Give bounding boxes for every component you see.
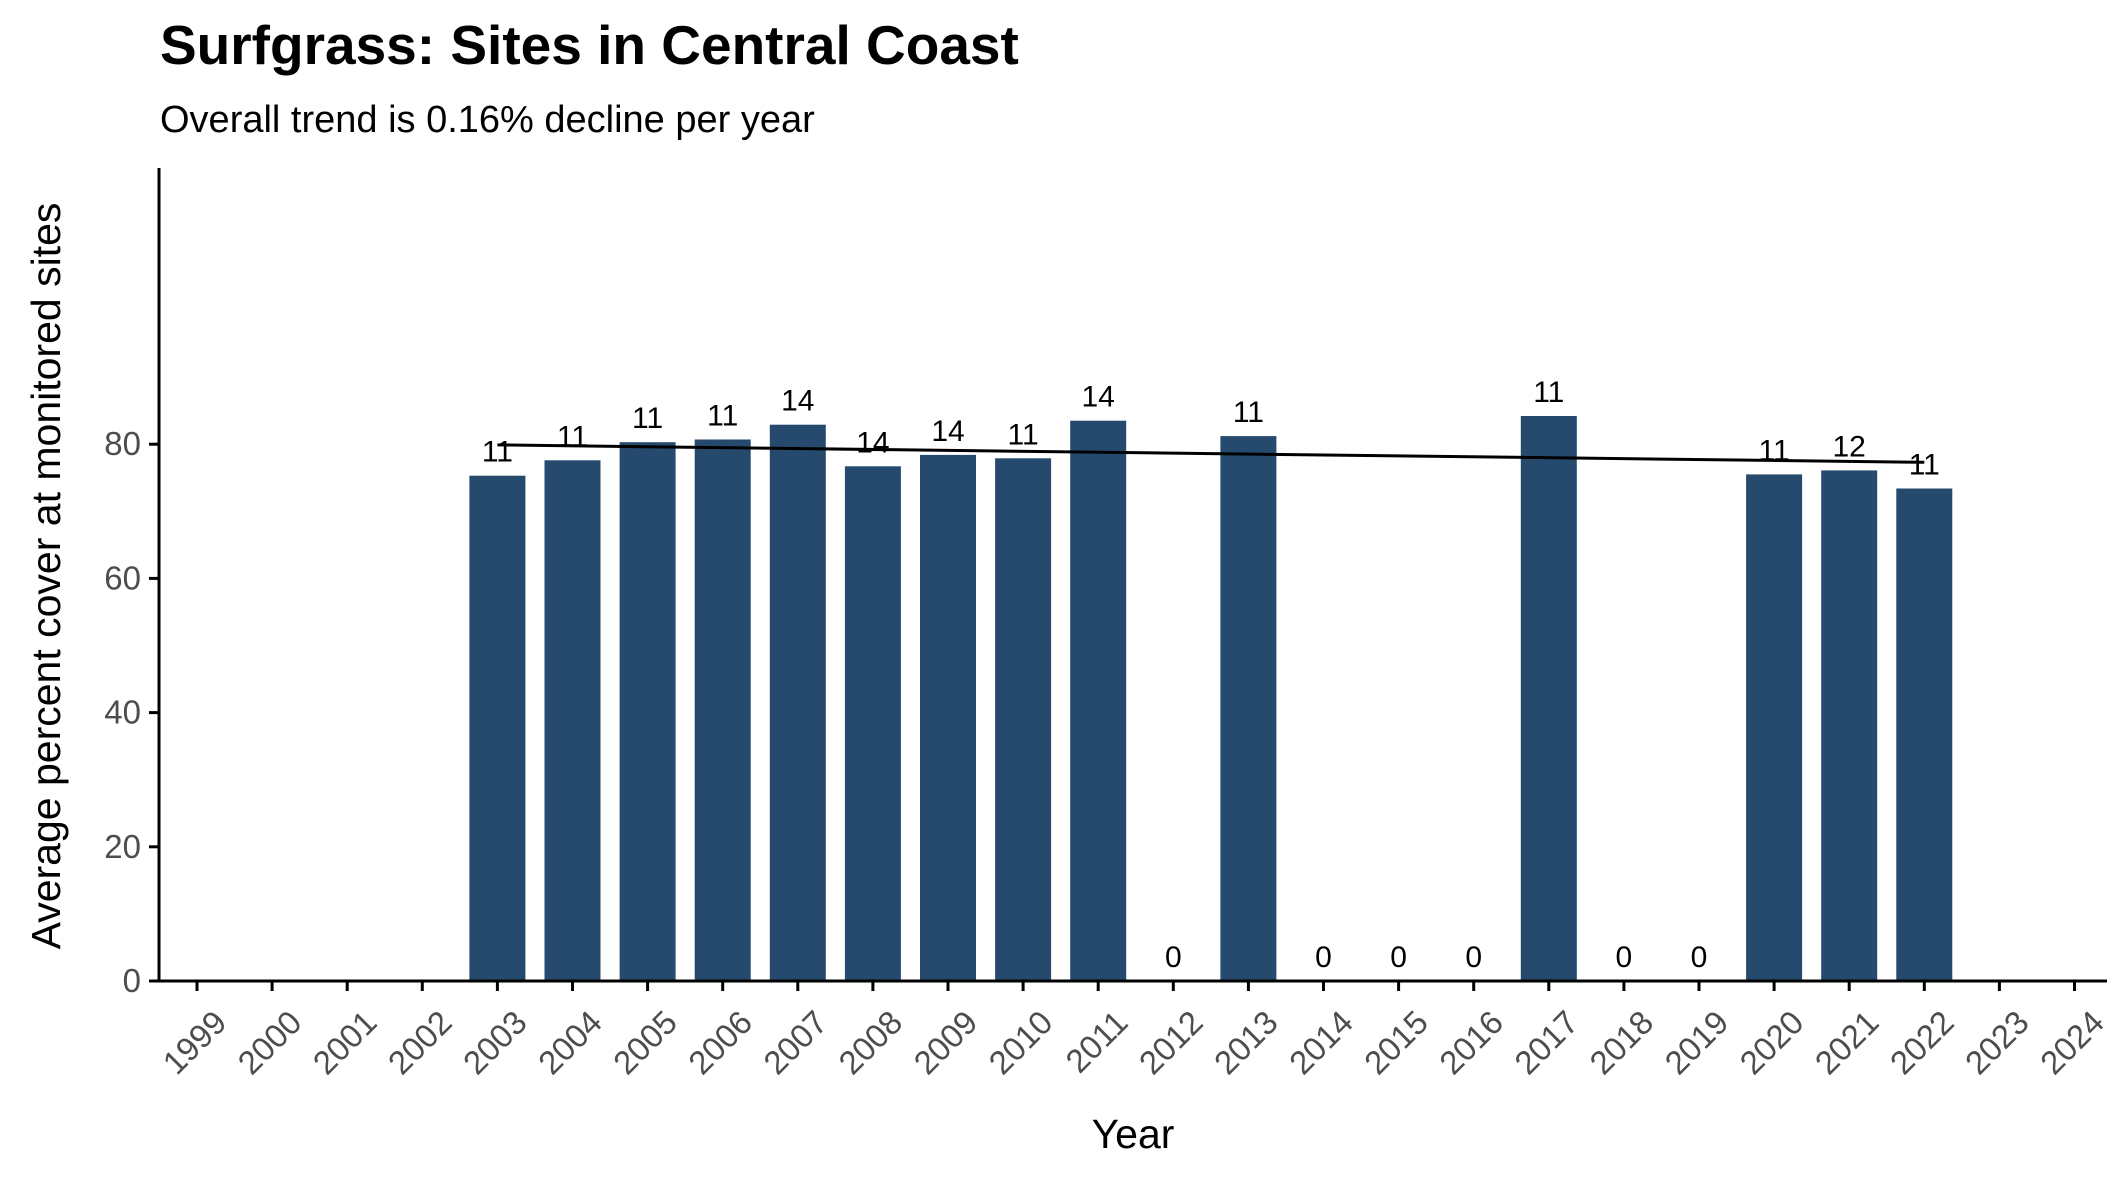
- bar-2013: [1220, 436, 1276, 981]
- bar-label-2004: 11: [557, 420, 588, 453]
- bar-label-2011: 14: [1082, 381, 1115, 414]
- y-axis-title: Average percent cover at monitored sites: [23, 203, 69, 950]
- bar-label-2010: 11: [1008, 418, 1039, 451]
- bar-label-2014: 0: [1315, 941, 1332, 974]
- x-tick-label-2018: 2018: [1582, 1003, 1660, 1081]
- x-tick-label-2010: 2010: [981, 1003, 1059, 1081]
- y-tick-label-40: 40: [104, 694, 141, 731]
- chart-title: Surfgrass: Sites in Central Coast: [160, 14, 1019, 76]
- x-tick-label-2016: 2016: [1432, 1003, 1510, 1081]
- x-tick-label-2004: 2004: [531, 1003, 609, 1081]
- bar-2009: [920, 455, 976, 981]
- bar-label-2005: 11: [632, 402, 663, 435]
- x-tick-label-2009: 2009: [906, 1003, 984, 1081]
- x-axis-ticks: 1999200020012002200320042005200620072008…: [155, 981, 2111, 1081]
- bar-2022: [1896, 489, 1952, 982]
- x-tick-label-2019: 2019: [1657, 1003, 1735, 1081]
- bar-label-2021: 12: [1833, 430, 1866, 463]
- x-tick-label-2023: 2023: [1958, 1003, 2036, 1081]
- x-tick-label-2007: 2007: [756, 1003, 834, 1081]
- chart-subtitle: Overall trend is 0.16% decline per year: [160, 99, 815, 141]
- bar-2005: [620, 442, 676, 981]
- x-tick-label-2003: 2003: [456, 1003, 534, 1081]
- bar-label-2013: 11: [1233, 396, 1264, 429]
- x-tick-label-2008: 2008: [831, 1003, 909, 1081]
- x-tick-label-2021: 2021: [1808, 1003, 1886, 1081]
- y-axis-ticks: 0 20 40 60 80: [104, 425, 159, 999]
- x-tick-label-2013: 2013: [1207, 1003, 1285, 1081]
- y-tick-label-20: 20: [104, 828, 141, 865]
- x-tick-label-1999: 1999: [155, 1003, 233, 1081]
- bar-2010: [995, 458, 1051, 981]
- bar-label-2016: 0: [1465, 941, 1482, 974]
- x-tick-label-2005: 2005: [606, 1003, 684, 1081]
- bar-2008: [845, 466, 901, 981]
- y-tick-label-60: 60: [104, 559, 141, 596]
- x-tick-label-2002: 2002: [381, 1003, 459, 1081]
- x-tick-label-2022: 2022: [1883, 1003, 1961, 1081]
- bar-2020: [1746, 474, 1802, 981]
- x-tick-label-2011: 2011: [1058, 1003, 1134, 1079]
- bar-2017: [1521, 416, 1577, 981]
- x-tick-label-2000: 2000: [230, 1003, 308, 1081]
- bar-label-2015: 0: [1390, 941, 1407, 974]
- bar-label-2003: 11: [482, 436, 513, 469]
- bar-label-2008: 14: [856, 426, 889, 459]
- x-tick-label-2012: 2012: [1132, 1003, 1210, 1081]
- y-tick-label-80: 80: [104, 425, 141, 462]
- x-tick-label-2001: 2001: [306, 1003, 384, 1081]
- bar-label-2017: 11: [1533, 376, 1564, 409]
- bar-label-2012: 0: [1165, 941, 1182, 974]
- bar-2003: [469, 476, 525, 981]
- x-axis-title: Year: [1092, 1111, 1175, 1157]
- x-tick-label-2006: 2006: [681, 1003, 759, 1081]
- x-tick-label-2024: 2024: [2033, 1003, 2111, 1081]
- bars-layer: [469, 416, 1952, 981]
- y-tick-label-0: 0: [123, 962, 141, 999]
- bar-label-2020: 11: [1759, 434, 1790, 467]
- bar-label-2006: 11: [707, 400, 738, 433]
- bar-2006: [695, 440, 751, 982]
- bar-label-2018: 0: [1616, 941, 1633, 974]
- bar-2007: [770, 425, 826, 981]
- x-tick-label-2014: 2014: [1282, 1003, 1360, 1081]
- bar-2011: [1070, 421, 1126, 981]
- x-tick-label-2017: 2017: [1507, 1003, 1585, 1081]
- x-tick-label-2015: 2015: [1357, 1003, 1435, 1081]
- bar-label-2019: 0: [1691, 941, 1708, 974]
- x-tick-label-2020: 2020: [1732, 1003, 1810, 1081]
- bar-2004: [545, 460, 601, 981]
- bar-label-2009: 14: [931, 415, 964, 448]
- bar-2021: [1821, 470, 1877, 981]
- bar-label-2007: 14: [781, 385, 814, 418]
- bar-label-2022: 11: [1909, 449, 1940, 482]
